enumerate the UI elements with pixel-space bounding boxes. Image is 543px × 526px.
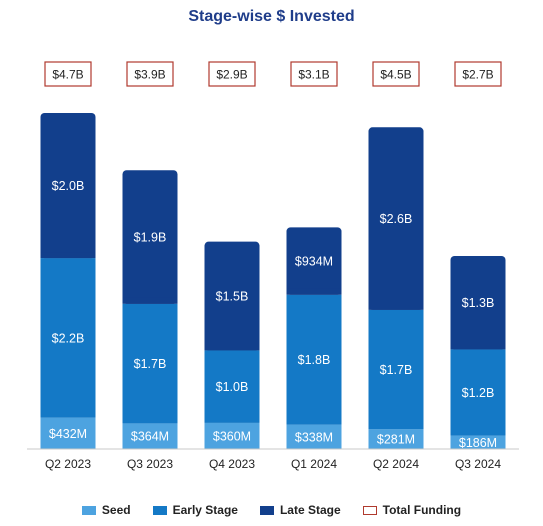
- legend-label: Total Funding: [382, 503, 462, 517]
- bar-late-stage-2: [204, 241, 260, 351]
- bar-early-stage-0: [40, 258, 96, 418]
- data-label-late-stage-1: $1.9B: [134, 231, 167, 245]
- data-label-late-stage-2: $1.5B: [216, 290, 249, 304]
- stacked-bar-chart: $432M $2.2B $2.0B $4.7B Q2 2023 $364M $1.7B $1.…: [27, 61, 519, 471]
- bar-early-stage-1: [122, 303, 178, 424]
- total-label-4: $4.5B: [380, 68, 411, 82]
- legend-label: Early Stage: [172, 503, 238, 517]
- legend-item-early-stage: Early Stage: [152, 503, 238, 517]
- legend-swatch-early-stage: [152, 505, 167, 515]
- data-label-early-stage-1: $1.7B: [134, 357, 167, 371]
- data-label-early-stage-2: $1.0B: [216, 380, 249, 394]
- bar-late-stage-base-3: [286, 288, 342, 295]
- bar-late-stage-base-2: [204, 344, 260, 351]
- x-tick-label-1: Q3 2023: [127, 457, 173, 471]
- data-label-early-stage-3: $1.8B: [298, 353, 331, 367]
- data-label-seed-3: $338M: [295, 430, 333, 444]
- bar-late-stage-5: [450, 255, 506, 350]
- total-box-3: [290, 61, 338, 87]
- total-label-0: $4.7B: [52, 68, 83, 82]
- bar-seed-5: [450, 435, 506, 449]
- bar-late-stage-1: [122, 170, 178, 304]
- bar-late-stage-base-5: [450, 343, 506, 350]
- total-box-2: [208, 61, 256, 87]
- total-label-1: $3.9B: [134, 68, 165, 82]
- bar-late-stage-0: [40, 113, 96, 259]
- bar-seed-2: [204, 422, 260, 449]
- data-label-early-stage-5: $1.2B: [462, 386, 495, 400]
- data-label-seed-4: $281M: [377, 433, 415, 447]
- data-label-early-stage-0: $2.2B: [52, 331, 85, 345]
- total-box-0: [44, 61, 92, 87]
- bar-late-stage-base-0: [40, 252, 96, 259]
- bar-early-stage-4: [368, 309, 424, 430]
- total-box-4: [372, 61, 420, 87]
- bar-early-stage-3: [286, 294, 342, 425]
- bar-seed-3: [286, 424, 342, 449]
- bar-early-stage-2: [204, 350, 260, 423]
- data-label-late-stage-3: $934M: [295, 255, 333, 269]
- legend-item-seed: Seed: [81, 503, 131, 517]
- bar-seed-1: [122, 423, 178, 449]
- x-tick-label-0: Q2 2023: [45, 457, 91, 471]
- data-label-early-stage-4: $1.7B: [380, 363, 413, 377]
- legend-swatch-total-funding: [362, 505, 377, 515]
- legend-swatch-seed: [81, 505, 96, 515]
- x-tick-label-5: Q3 2024: [455, 457, 501, 471]
- bar-late-stage-base-4: [368, 303, 424, 310]
- bar-late-stage-base-1: [122, 297, 178, 304]
- bar-late-stage-3: [286, 227, 342, 295]
- chart-legend: Seed Early Stage Late Stage Total Funding: [0, 503, 543, 517]
- x-tick-label-2: Q4 2023: [209, 457, 255, 471]
- bar-late-stage-4: [368, 127, 424, 310]
- data-label-seed-0: $432M: [49, 427, 87, 441]
- data-label-seed-5: $186M: [459, 436, 497, 450]
- data-label-late-stage-5: $1.3B: [462, 296, 495, 310]
- total-label-3: $3.1B: [298, 68, 329, 82]
- data-label-late-stage-4: $2.6B: [380, 212, 413, 226]
- data-label-seed-1: $364M: [131, 430, 169, 444]
- data-label-seed-2: $360M: [213, 429, 251, 443]
- total-label-5: $2.7B: [462, 68, 493, 82]
- total-label-2: $2.9B: [216, 68, 247, 82]
- bar-early-stage-5: [450, 349, 506, 436]
- total-box-5: [454, 61, 502, 87]
- x-tick-label-3: Q1 2024: [291, 457, 337, 471]
- data-label-late-stage-0: $2.0B: [52, 179, 85, 193]
- legend-item-late-stage: Late Stage: [259, 503, 341, 517]
- legend-item-total-funding: Total Funding: [362, 503, 462, 517]
- x-tick-label-4: Q2 2024: [373, 457, 419, 471]
- legend-label: Seed: [101, 503, 131, 517]
- chart-title: Stage-wise $ Invested: [188, 8, 355, 25]
- bar-seed-4: [368, 429, 424, 449]
- total-box-1: [126, 61, 174, 87]
- bar-seed-0: [40, 417, 96, 449]
- legend-label: Late Stage: [279, 503, 341, 517]
- legend-swatch-late-stage: [259, 505, 274, 515]
